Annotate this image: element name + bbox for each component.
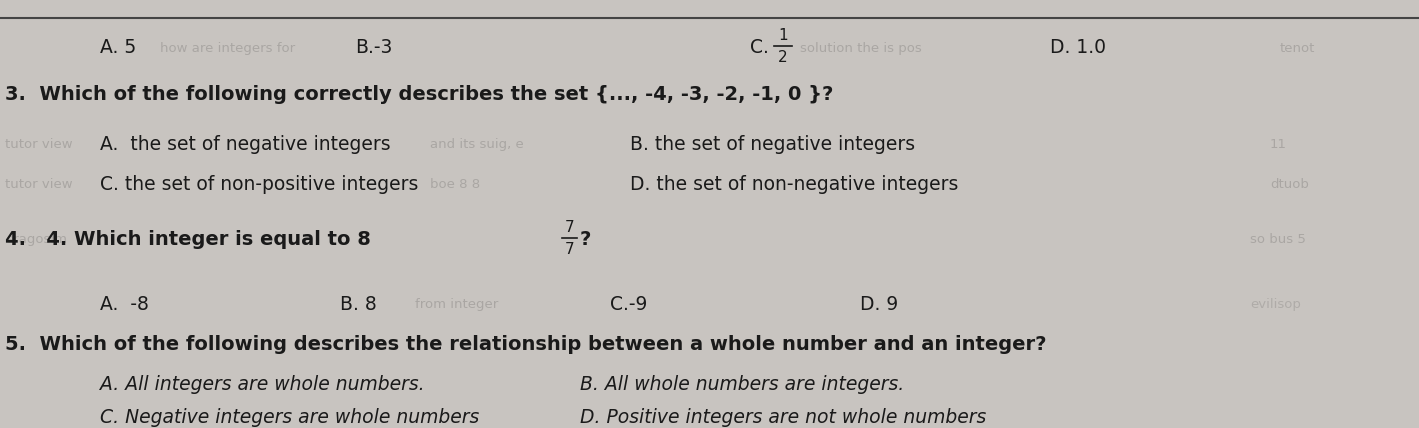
Text: D. Positive integers are not whole numbers: D. Positive integers are not whole numbe…	[580, 408, 986, 427]
Text: solution the is pos: solution the is pos	[800, 42, 922, 55]
Text: evilisop: evilisop	[1250, 298, 1301, 311]
Text: 11: 11	[1270, 138, 1287, 151]
Text: how are integers for: how are integers for	[160, 42, 295, 55]
Text: B. All whole numbers are integers.: B. All whole numbers are integers.	[580, 375, 904, 394]
Text: ?: ?	[580, 230, 592, 249]
Text: A.  -8: A. -8	[99, 295, 149, 314]
Text: B.-3: B.-3	[355, 38, 393, 57]
Text: D. the set of non-negative integers: D. the set of non-negative integers	[630, 175, 958, 194]
Text: 2: 2	[778, 50, 788, 65]
Text: C. Negative integers are whole numbers: C. Negative integers are whole numbers	[99, 408, 480, 427]
Text: from integer: from integer	[414, 298, 498, 311]
Text: 5.  Which of the following describes the relationship between a whole number and: 5. Which of the following describes the …	[6, 335, 1046, 354]
Text: D. 9: D. 9	[860, 295, 898, 314]
Text: A. All integers are whole numbers.: A. All integers are whole numbers.	[99, 375, 424, 394]
Text: 7: 7	[565, 242, 575, 257]
Text: B. 8: B. 8	[341, 295, 377, 314]
Text: 3.  Which of the following correctly describes the set {..., -4, -3, -2, -1, 0 }: 3. Which of the following correctly desc…	[6, 85, 833, 104]
Text: A.  the set of negative integers: A. the set of negative integers	[99, 135, 390, 154]
Text: C.-9: C.-9	[610, 295, 647, 314]
Text: tutor view: tutor view	[6, 178, 72, 191]
Text: A. 5: A. 5	[99, 38, 136, 57]
Text: tenot: tenot	[1280, 42, 1315, 55]
Text: dtuob: dtuob	[1270, 178, 1308, 191]
Text: C.: C.	[751, 38, 769, 57]
Text: boe 8 8: boe 8 8	[430, 178, 480, 191]
Text: 4.   4. Which integer is equal to 8: 4. 4. Which integer is equal to 8	[6, 230, 370, 249]
Text: so bus 5: so bus 5	[1250, 233, 1305, 246]
Text: C. the set of non-positive integers: C. the set of non-positive integers	[99, 175, 419, 194]
Text: 1: 1	[778, 28, 788, 43]
Text: 7: 7	[565, 220, 575, 235]
Text: eragosim: eragosim	[6, 233, 67, 246]
Text: and its suig, e: and its suig, e	[430, 138, 524, 151]
Text: tutor view: tutor view	[6, 138, 72, 151]
Text: D. 1.0: D. 1.0	[1050, 38, 1105, 57]
Text: B. the set of negative integers: B. the set of negative integers	[630, 135, 915, 154]
